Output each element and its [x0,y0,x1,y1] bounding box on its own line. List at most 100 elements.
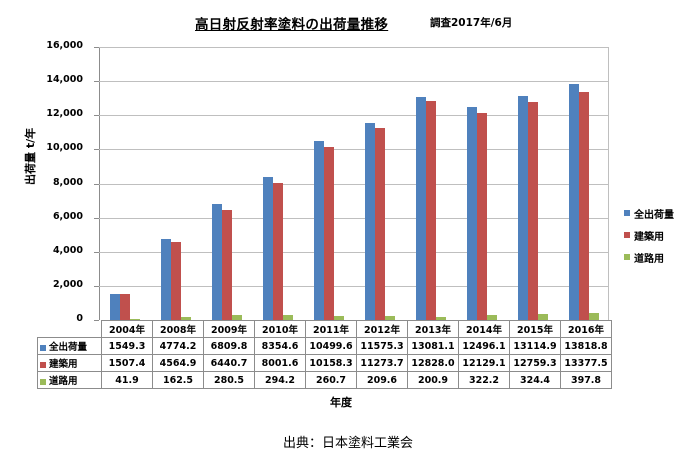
bar [537,314,548,320]
bar [466,106,477,320]
table-header-cell: 2014年 [458,320,510,338]
y-tick-mark [94,183,99,185]
table-cell: 322.2 [458,371,510,389]
bar [272,183,283,320]
table-row: 道路用 41.9 162.5 280.5 294.2 260.7 209.6 200.9 322… [37,371,612,389]
bar [323,146,334,320]
table-header-cell: 2013年 [407,320,459,338]
y-tick-label: 2,000 [52,278,83,290]
data-table: 2004年 2008年 2009年 2010年 2011年 2012年 2013年 2014年… [37,320,612,389]
y-tick-label: 8,000 [52,176,83,188]
bar [282,314,293,320]
table-header-cell: 2011年 [305,320,357,338]
table-cell: 10158.3 [305,354,357,372]
table-cell: 13818.8 [560,337,612,355]
bar [129,319,140,320]
table-cell: 10499.6 [305,337,357,355]
table-cell: 1549.3 [101,337,153,355]
table-cell: 11273.7 [356,354,408,372]
legend-item-building: 建築用 [624,224,674,246]
table-cell: 41.9 [101,371,153,389]
bar [384,316,395,320]
legend-item-road: 道路用 [624,246,674,268]
legend-item-total: 全出荷量 [624,202,674,224]
gridline [99,251,609,253]
y-tick-mark [94,149,99,151]
table-cell: 12828.0 [407,354,459,372]
table-header-cell: 2015年 [509,320,561,338]
bar [486,314,497,320]
table-cell: 294.2 [254,371,306,389]
gridline [99,81,609,83]
table-cell: 1507.4 [101,354,153,372]
series-swatch-icon [40,361,46,368]
gridline [99,149,609,151]
chart-title: 高日射反射率塗料の出荷量推移 [195,17,389,33]
gridline [99,217,609,219]
table-cell: 4774.2 [152,337,204,355]
bar [313,140,324,320]
bar [160,238,171,320]
bar [119,294,130,320]
bar [170,242,181,320]
row-header: 道路用 [37,371,102,389]
y-tick-label: 6,000 [52,210,83,222]
y-tick-label: 10,000 [46,142,83,154]
plot-area [94,47,609,321]
bar [415,96,426,320]
table-cell: 397.8 [560,371,612,389]
table-cell: 6440.7 [203,354,255,372]
table-cell: 4564.9 [152,354,204,372]
table-cell: 209.6 [356,371,408,389]
bar [476,113,487,320]
gridline [99,115,609,117]
series-swatch-icon [40,378,46,385]
source-note: 出典：日本塗料工業会 [283,436,414,451]
y-tick-label: 16,000 [46,40,83,51]
table-cell: 6809.8 [203,337,255,355]
table-header-cell: 2012年 [356,320,408,338]
table-cell: 8354.6 [254,337,306,355]
gridline [99,47,609,48]
y-tick-mark [94,47,99,48]
table-header-cell: 2008年 [152,320,204,338]
bar [109,293,120,320]
bar [435,316,446,320]
table-header-cell: 2004年 [101,320,153,338]
y-tick-mark [94,217,99,219]
table-cell: 13114.9 [509,337,561,355]
legend: 全出荷量 建築用 道路用 [624,202,674,268]
table-cell: 12129.1 [458,354,510,372]
table-cell: 280.5 [203,371,255,389]
bar [262,177,273,320]
table-cell: 12759.3 [509,354,561,372]
series-swatch-icon [40,344,46,351]
row-header: 建築用 [37,354,102,372]
legend-swatch-icon [624,232,630,238]
table-cell: 8001.6 [254,354,306,372]
chart-subtitle: 調査2017年/6月 [430,17,513,29]
gridline [99,285,609,287]
bar [231,315,242,320]
y-tick-label: 14,000 [46,74,83,86]
y-tick-label: 12,000 [46,108,83,120]
bar [568,84,579,320]
gridline [99,183,609,185]
y-tick-label: 0 [76,313,83,324]
table-cell: 13081.1 [407,337,459,355]
bar [425,101,436,320]
y-tick-label: 4,000 [52,244,83,256]
y-tick-mark [94,251,99,253]
legend-swatch-icon [624,210,630,216]
table-cell: 200.9 [407,371,459,389]
table-row: 全出荷量 1549.3 4774.2 6809.8 8354.6 10499.6 11575… [37,337,612,355]
table-cell: 260.7 [305,371,357,389]
bar [180,317,191,320]
bar [333,315,344,320]
y-tick-mark [94,115,99,117]
bar [374,127,385,320]
bar [364,122,375,320]
table-cell: 13377.5 [560,354,612,372]
table-cell: 12496.1 [458,337,510,355]
table-cell: 11575.3 [356,337,408,355]
